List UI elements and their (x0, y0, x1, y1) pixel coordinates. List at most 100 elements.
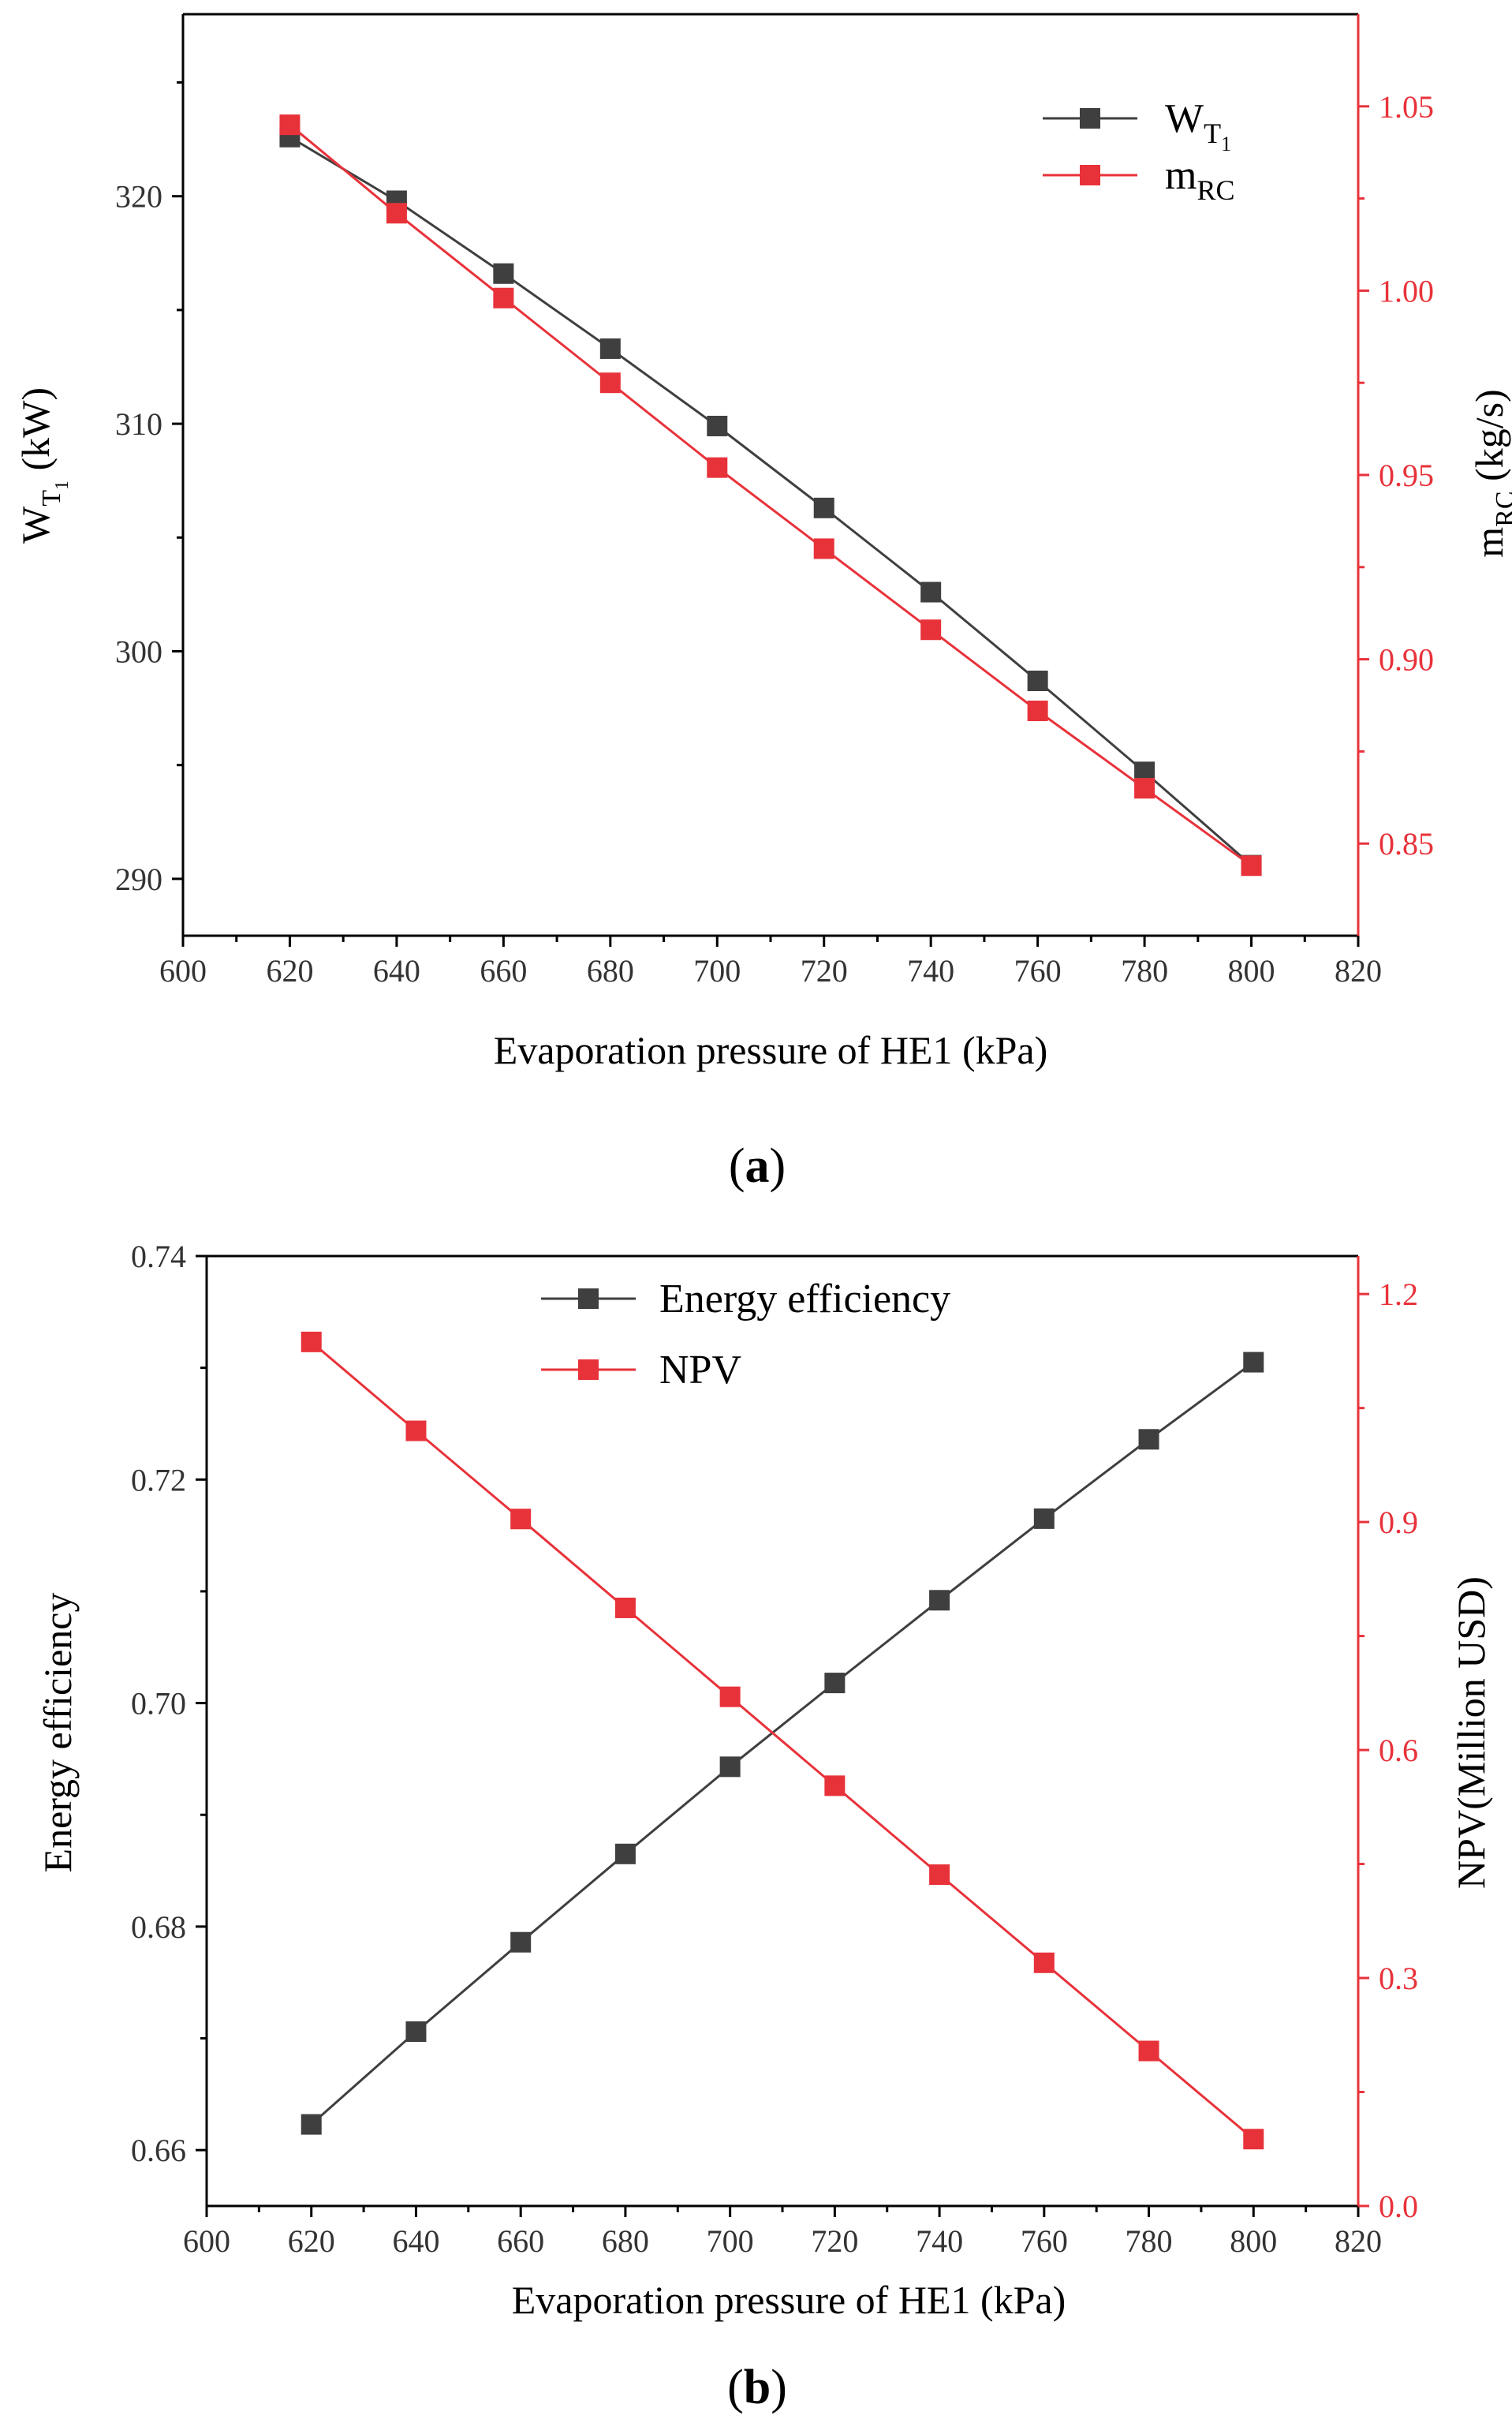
ylabel-left-subsub: 1 (52, 480, 73, 490)
y-left-tick-label: 0.68 (131, 1909, 186, 1945)
y-right-tick-label: 1.00 (1379, 273, 1434, 308)
y-right-tick-label: 0.85 (1379, 826, 1434, 862)
data-point (405, 1420, 427, 1441)
ylabel-right-unit: (kg/s) (1467, 389, 1511, 491)
legend-marker (1080, 165, 1100, 185)
y-axis-label-right: NPV(Million USD) (1449, 1576, 1493, 1889)
legend-main: NPV (659, 1348, 741, 1393)
y-right-tick-label: 0.3 (1379, 1961, 1418, 1996)
x-tick-label: 820 (1335, 2223, 1382, 2259)
data-point (707, 415, 728, 436)
chart-panel-a: 600 620 640 660 680 700 720 740 760 780 800 820 290 3… (13, 13, 1512, 1193)
x-axis-label: Evaporation pressure of HE1 (kPa) (512, 2278, 1066, 2322)
data-point (824, 1775, 846, 1796)
data-point (1027, 701, 1048, 722)
data-point (1138, 2040, 1159, 2062)
ylabel-left-sub: T (37, 490, 66, 507)
data-point (405, 2021, 427, 2043)
series-line-1 (310, 1340, 1255, 2140)
y-axis-label-left: WT1 (kW) (13, 387, 73, 544)
x-tick-label: 620 (266, 953, 313, 989)
y-right-tick-label: 1.05 (1379, 89, 1434, 125)
data-point (614, 1843, 636, 1864)
caption-paren-close: ) (771, 2361, 787, 2414)
data-point (599, 338, 621, 359)
x-tick-label: 740 (907, 953, 954, 989)
x-tick-label: 660 (480, 953, 527, 989)
legend-main: m (1165, 153, 1197, 198)
data-point (493, 263, 514, 284)
data-point (279, 114, 301, 136)
data-point (301, 1331, 322, 1352)
y-left-tick-label: 310 (115, 406, 162, 442)
ylabel-left-unit: (kW) (13, 387, 58, 480)
x-tick-label: 720 (801, 953, 848, 989)
data-point (386, 203, 407, 224)
y-left-tick-label: 300 (115, 634, 162, 670)
y-axis-label-right: mRC (kg/s) (1467, 389, 1512, 557)
ylabel-right-sub: RC (1491, 491, 1512, 526)
data-point (719, 1756, 741, 1778)
x-tick-label: 700 (707, 2223, 754, 2259)
data-point (614, 1597, 636, 1618)
caption-letter: a (745, 1139, 770, 1193)
legend-label: WT1 (1165, 96, 1231, 155)
legend-subsub: 1 (1221, 133, 1231, 155)
data-point (599, 372, 621, 394)
y-left-tick-label: 0.70 (131, 1686, 186, 1722)
data-point (1033, 1952, 1055, 1973)
ylabel-left-main: W (13, 506, 58, 544)
data-point (920, 581, 942, 603)
data-point (1243, 2129, 1264, 2150)
legend-marker (1080, 108, 1100, 129)
legend-marker (578, 1288, 599, 1309)
x-tick-label: 760 (1014, 953, 1062, 989)
caption-letter: b (744, 2361, 771, 2414)
legend-marker (578, 1359, 599, 1380)
y-left-tick-label: 0.74 (131, 1239, 186, 1274)
x-tick-label: 780 (1121, 953, 1168, 989)
x-tick-label: 640 (373, 953, 420, 989)
data-point (824, 1673, 846, 1694)
x-tick-label: 820 (1335, 953, 1382, 989)
x-tick-label: 680 (602, 2223, 649, 2259)
legend-label: NPV (659, 1348, 741, 1393)
x-tick-label: 700 (693, 953, 741, 989)
chart-panel-b: 600 620 640 660 680 700 720 740 760 780 800 820 0.66… (35, 1239, 1493, 2414)
x-tick-label: 760 (1021, 2223, 1068, 2259)
y-left-tick-label: 0.66 (131, 2133, 186, 2168)
legend-sub: T (1204, 118, 1221, 149)
series-line-0 (310, 1361, 1255, 2126)
series-line-0 (289, 136, 1253, 866)
x-tick-label: 620 (288, 2223, 335, 2259)
legend-label: Energy efficiency (659, 1277, 950, 1322)
data-point (929, 1590, 950, 1611)
y-right-tick-label: 0.9 (1379, 1505, 1418, 1540)
data-point (1241, 855, 1262, 877)
ylabel-right-main: m (1467, 527, 1511, 558)
x-tick-label: 600 (183, 2223, 230, 2259)
data-point (1027, 670, 1048, 691)
ylabel-left-main: Energy efficiency (35, 1593, 80, 1873)
x-tick-label: 640 (392, 2223, 439, 2259)
data-point (510, 1931, 532, 1953)
legend-label: mRC (1165, 153, 1234, 206)
x-tick-label: 680 (587, 953, 634, 989)
data-point (1033, 1508, 1055, 1529)
data-point (813, 497, 834, 518)
y-axis-label-left: Energy efficiency (35, 1593, 80, 1873)
x-tick-label: 780 (1126, 2223, 1173, 2259)
x-tick-label: 660 (497, 2223, 544, 2259)
data-point (719, 1686, 741, 1707)
y-left-tick-label: 0.72 (131, 1462, 186, 1497)
caption-paren-close: ) (770, 1139, 786, 1193)
x-tick-label: 720 (811, 2223, 858, 2259)
data-point (301, 2114, 322, 2135)
x-tick-label: 740 (916, 2223, 963, 2259)
data-point (707, 457, 728, 478)
y-right-tick-label: 0.0 (1379, 2189, 1418, 2224)
legend-main: W (1165, 96, 1204, 141)
y-right-tick-label: 1.2 (1379, 1277, 1418, 1312)
data-point (920, 619, 942, 641)
